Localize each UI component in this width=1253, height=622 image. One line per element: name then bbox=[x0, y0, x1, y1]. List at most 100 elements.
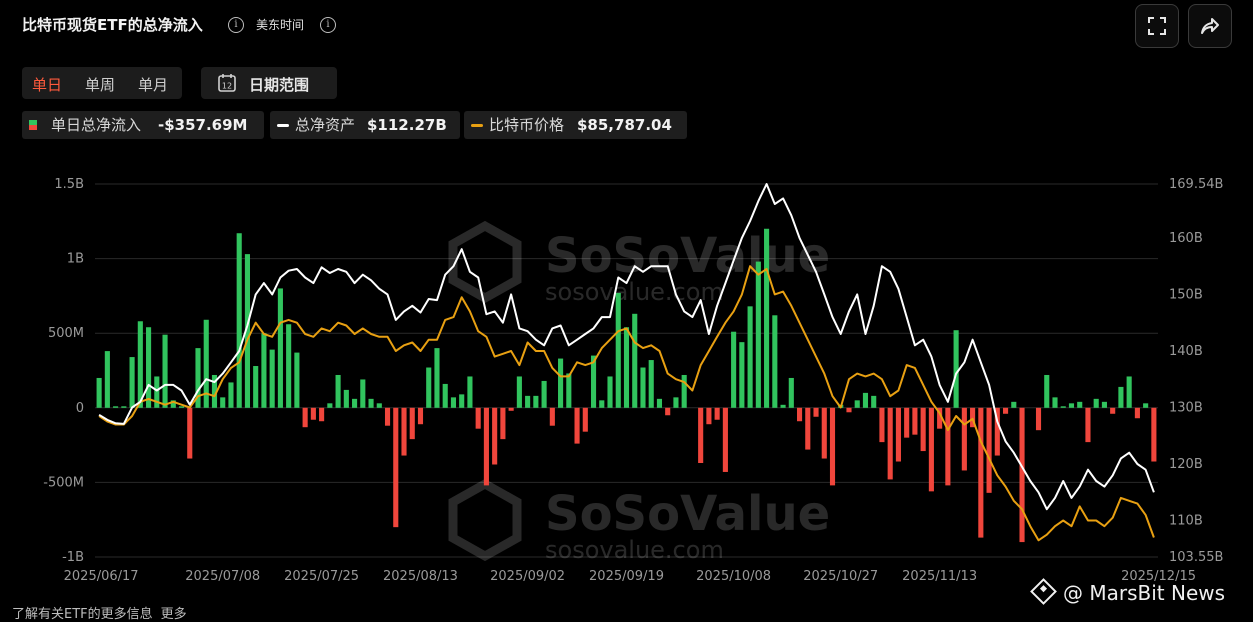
outflow-bar[interactable] bbox=[302, 407, 308, 428]
outflow-bar[interactable] bbox=[846, 407, 852, 413]
inflow-bar[interactable] bbox=[137, 321, 143, 408]
period-week-tab[interactable]: 单周 bbox=[85, 76, 116, 94]
outflow-bar[interactable] bbox=[1110, 407, 1116, 414]
inflow-bar[interactable] bbox=[516, 376, 522, 408]
inflow-bar[interactable] bbox=[1060, 406, 1066, 408]
outflow-bar[interactable] bbox=[805, 407, 811, 450]
inflow-bar[interactable] bbox=[871, 395, 877, 408]
outflow-bar[interactable] bbox=[986, 407, 992, 493]
inflow-bar[interactable] bbox=[236, 233, 242, 408]
outflow-bar[interactable] bbox=[937, 407, 943, 429]
inflow-bar[interactable] bbox=[104, 351, 110, 408]
inflow-bar[interactable] bbox=[1077, 401, 1083, 408]
outflow-bar[interactable] bbox=[1151, 407, 1157, 462]
inflow-bar[interactable] bbox=[220, 397, 226, 408]
inflow-bar[interactable] bbox=[459, 394, 465, 408]
outflow-bar[interactable] bbox=[574, 407, 580, 444]
outflow-bar[interactable] bbox=[945, 407, 951, 486]
legend-daily-flow[interactable]: 单日总净流入 -$357.69M bbox=[22, 111, 264, 139]
outflow-bar[interactable] bbox=[475, 407, 481, 429]
inflow-bar[interactable] bbox=[1101, 401, 1107, 408]
inflow-bar[interactable] bbox=[747, 306, 753, 408]
info-icon[interactable]: i bbox=[228, 17, 244, 33]
inflow-bar[interactable] bbox=[286, 324, 292, 408]
outflow-bar[interactable] bbox=[1035, 407, 1042, 431]
inflow-bar[interactable] bbox=[294, 352, 300, 408]
outflow-bar[interactable] bbox=[813, 407, 819, 417]
outflow-bar[interactable] bbox=[698, 407, 704, 464]
inflow-bar[interactable] bbox=[755, 261, 761, 408]
outflow-bar[interactable] bbox=[912, 407, 918, 435]
inflow-bar[interactable] bbox=[228, 382, 234, 408]
inflow-bar[interactable] bbox=[343, 389, 349, 408]
inflow-bar[interactable] bbox=[253, 366, 259, 408]
inflow-bar[interactable] bbox=[558, 358, 564, 408]
outflow-bar[interactable] bbox=[887, 407, 893, 480]
inflow-bar[interactable] bbox=[426, 367, 432, 408]
inflow-bar[interactable] bbox=[1118, 386, 1124, 408]
outflow-bar[interactable] bbox=[384, 407, 391, 426]
outflow-bar[interactable] bbox=[961, 407, 967, 471]
outflow-bar[interactable] bbox=[1134, 407, 1140, 419]
inflow-bar[interactable] bbox=[780, 404, 786, 408]
inflow-bar[interactable] bbox=[590, 355, 597, 408]
inflow-bar[interactable] bbox=[1093, 398, 1099, 408]
outflow-bar[interactable] bbox=[500, 407, 506, 440]
inflow-bar[interactable] bbox=[327, 403, 333, 408]
outflow-bar[interactable] bbox=[417, 407, 424, 425]
inflow-bar[interactable] bbox=[376, 403, 382, 408]
footer-more-link[interactable]: 更多 bbox=[160, 607, 187, 622]
inflow-bar[interactable] bbox=[1011, 401, 1017, 408]
outflow-bar[interactable] bbox=[582, 407, 588, 432]
outflow-bar[interactable] bbox=[920, 407, 926, 452]
inflow-bar[interactable] bbox=[862, 392, 869, 408]
inflow-bar[interactable] bbox=[211, 374, 218, 408]
outflow-bar[interactable] bbox=[829, 407, 836, 486]
outflow-bar[interactable] bbox=[187, 407, 193, 459]
inflow-bar[interactable] bbox=[525, 395, 531, 408]
outflow-bar[interactable] bbox=[994, 407, 1000, 456]
inflow-bar[interactable] bbox=[178, 406, 185, 408]
inflow-bar[interactable] bbox=[656, 398, 663, 408]
legend-net-assets[interactable]: 总净资产 $112.27B bbox=[270, 111, 460, 139]
outflow-bar[interactable] bbox=[706, 407, 712, 425]
outflow-bar[interactable] bbox=[1085, 407, 1091, 443]
timezone-info-icon[interactable]: i bbox=[320, 17, 336, 33]
inflow-bar[interactable] bbox=[854, 400, 860, 408]
outflow-bar[interactable] bbox=[508, 407, 514, 411]
inflow-bar[interactable] bbox=[146, 327, 152, 408]
inflow-bar[interactable] bbox=[352, 398, 358, 408]
inflow-bar[interactable] bbox=[1052, 397, 1058, 408]
inflow-bar[interactable] bbox=[129, 357, 135, 408]
inflow-bar[interactable] bbox=[731, 331, 737, 408]
inflow-bar[interactable] bbox=[566, 373, 572, 408]
inflow-bar[interactable] bbox=[1143, 403, 1149, 408]
outflow-bar[interactable] bbox=[821, 407, 827, 459]
inflow-bar[interactable] bbox=[154, 376, 160, 408]
inflow-bar[interactable] bbox=[739, 342, 745, 408]
share-button[interactable] bbox=[1188, 4, 1232, 48]
outflow-bar[interactable] bbox=[879, 407, 885, 443]
inflow-bar[interactable] bbox=[615, 292, 621, 408]
inflow-bar[interactable] bbox=[673, 397, 679, 408]
inflow-bar[interactable] bbox=[203, 319, 209, 408]
inflow-bar[interactable] bbox=[96, 377, 102, 408]
inflow-bar[interactable] bbox=[269, 349, 275, 408]
outflow-bar[interactable] bbox=[401, 407, 407, 456]
outflow-bar[interactable] bbox=[722, 407, 728, 472]
date-range-button[interactable]: 12 日期范围 bbox=[201, 67, 337, 99]
outflow-bar[interactable] bbox=[970, 407, 976, 428]
inflow-bar[interactable] bbox=[1126, 376, 1132, 408]
outflow-bar[interactable] bbox=[904, 407, 910, 438]
inflow-bar[interactable] bbox=[170, 400, 176, 408]
outflow-bar[interactable] bbox=[1019, 407, 1025, 543]
inflow-bar[interactable] bbox=[764, 228, 770, 408]
btc-price-line[interactable] bbox=[98, 265, 1155, 542]
legend-btc-price[interactable]: 比特币价格 $85,787.04 bbox=[464, 111, 687, 139]
outflow-bar[interactable] bbox=[796, 407, 803, 422]
inflow-bar[interactable] bbox=[261, 333, 267, 408]
outflow-bar[interactable] bbox=[409, 407, 415, 440]
outflow-bar[interactable] bbox=[1002, 407, 1009, 414]
period-month-tab[interactable]: 单月 bbox=[138, 76, 169, 94]
outflow-bar[interactable] bbox=[665, 407, 671, 416]
